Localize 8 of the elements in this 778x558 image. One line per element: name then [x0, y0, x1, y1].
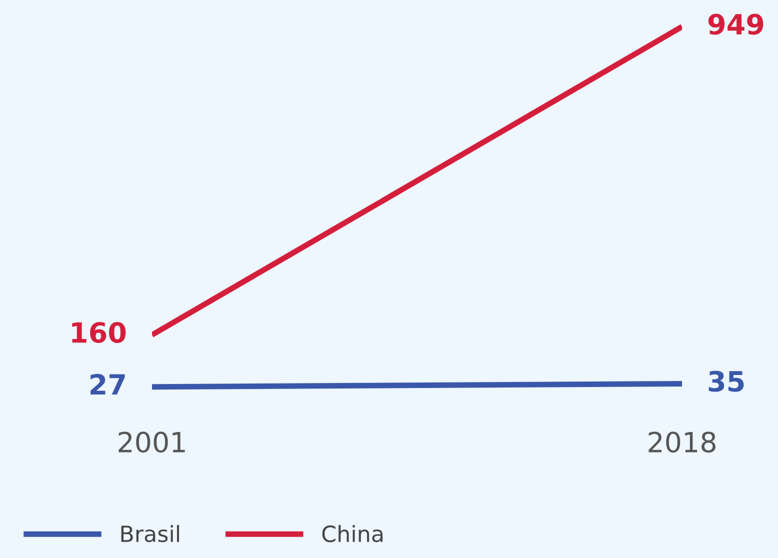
- data-label: 949: [708, 14, 764, 35]
- data-label: 160: [72, 322, 126, 343]
- legend-label: China: [322, 525, 383, 542]
- x-tick-label: 2001: [118, 432, 185, 453]
- data-label: 35: [708, 370, 744, 392]
- legend-label: Brasil: [121, 525, 179, 542]
- data-label: 27: [90, 374, 125, 395]
- x-tick-label: 2018: [648, 432, 716, 453]
